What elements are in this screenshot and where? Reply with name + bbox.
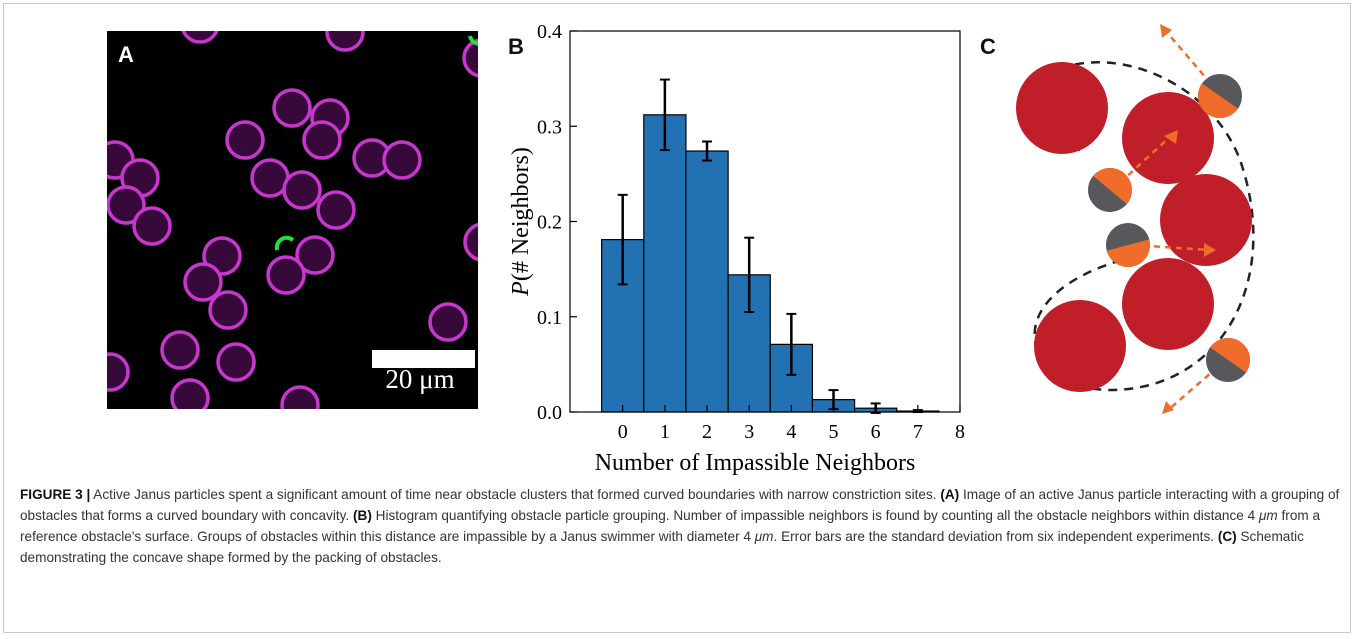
y-axis-label: P(# Neighbors) bbox=[508, 147, 534, 297]
caption-segment: Image of an active Janus particle intera… bbox=[20, 487, 1340, 523]
figure-caption: FIGURE 3 | Active Janus particles spent … bbox=[20, 484, 1340, 568]
y-tick-label: 0.3 bbox=[537, 116, 562, 138]
x-tick-label: 2 bbox=[702, 421, 712, 443]
x-axis-label: Number of Impassible Neighbors bbox=[595, 450, 916, 476]
scale-bar-label: 20 μm bbox=[385, 364, 454, 394]
x-tick-label: 1 bbox=[660, 421, 670, 443]
bar bbox=[685, 150, 729, 413]
y-tick-label: 0.2 bbox=[537, 212, 562, 234]
x-tick-label: 5 bbox=[829, 421, 839, 443]
caption-segment: (A) bbox=[940, 487, 960, 502]
x-tick-label: 6 bbox=[871, 421, 881, 443]
y-tick-label: 0.0 bbox=[537, 402, 562, 424]
x-tick-label: 7 bbox=[913, 421, 923, 443]
caption-segment: (C) bbox=[1217, 529, 1237, 544]
x-tick-label: 4 bbox=[786, 421, 796, 443]
panel-label: A bbox=[118, 42, 134, 67]
schematic bbox=[1016, 24, 1255, 414]
caption-segment: FIGURE 3 | bbox=[20, 487, 91, 502]
panel-label: B bbox=[508, 34, 524, 59]
caption-segment: μm bbox=[754, 529, 774, 544]
y-axis-label-part: P bbox=[508, 281, 534, 297]
caption-segment: from a reference obstacle's surface. Gro… bbox=[20, 508, 1321, 544]
x-tick-label: 8 bbox=[955, 421, 965, 443]
caption-segment: (B) bbox=[352, 508, 372, 523]
histogram: 0.0 0.1 0.2 0.3 0.4 0 1 2 3 4 5 6 7 8 Number of Impass… bbox=[508, 21, 965, 476]
caption-segment: μm bbox=[1258, 508, 1278, 523]
y-axis-label-part: (# Neighbors) bbox=[508, 147, 534, 281]
caption-segment: Active Janus particles spent a significa… bbox=[90, 487, 941, 502]
y-tick-label: 0.1 bbox=[537, 307, 562, 329]
caption-segment: Schematic demonstrating the concave shap… bbox=[20, 529, 1304, 565]
caption-segment: Histogram quantifying obstacle particle … bbox=[371, 508, 1259, 523]
figure-frame bbox=[3, 3, 1351, 633]
y-tick-label: 0.4 bbox=[537, 21, 562, 43]
panel-label: C bbox=[980, 34, 996, 59]
micrograph bbox=[107, 31, 478, 409]
bar bbox=[643, 114, 687, 413]
figure-panels: 20 μm A B C 0.0 0.1 0.2 0.3 0.4 0 1 2 3 4 5 6 7 8 Numb… bbox=[107, 21, 1255, 476]
caption-segment: . Error bars are the standard deviation … bbox=[773, 529, 1218, 544]
x-tick-label: 3 bbox=[744, 421, 754, 443]
x-tick-label: 0 bbox=[618, 421, 628, 443]
